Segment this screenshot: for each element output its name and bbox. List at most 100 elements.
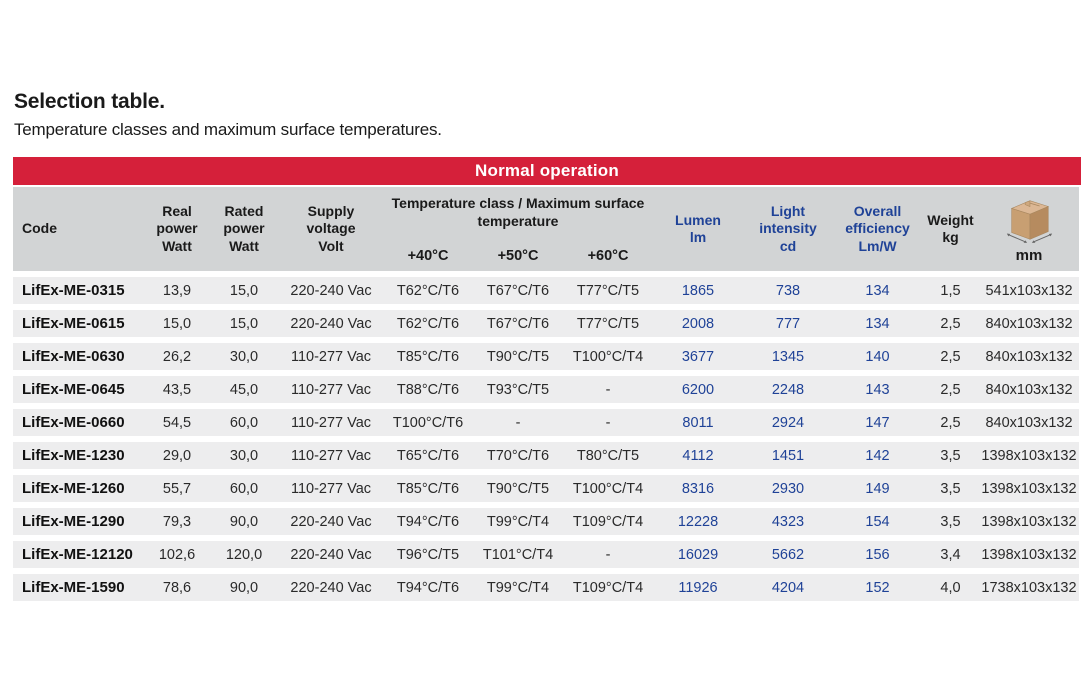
cell-temp-60: T100°C/T4 bbox=[572, 480, 644, 497]
cell-real-power: 78,6 bbox=[162, 579, 192, 596]
cell-overall-efficiency: 140 bbox=[865, 348, 890, 365]
selection-table: Code Real power Watt Rated power Watt Su… bbox=[13, 187, 1079, 601]
cell-weight: 2,5 bbox=[940, 414, 961, 431]
header-weight: Weight kg bbox=[927, 211, 974, 245]
cell-temp-60: T77°C/T5 bbox=[576, 282, 640, 299]
cell-overall-efficiency: 147 bbox=[865, 414, 890, 431]
cell-temp-60: - bbox=[605, 414, 611, 431]
cell-lumen: 11926 bbox=[678, 579, 718, 596]
cell-real-power: 13,9 bbox=[162, 282, 192, 299]
cell-dimensions: 1738x103x132 bbox=[981, 579, 1077, 596]
table-row: LifEx-ME-0645 43,5 45,0 110-277 Vac T88°… bbox=[13, 376, 1079, 403]
cell-temp-40: T94°C/T6 bbox=[396, 579, 460, 596]
header-temp-50: +50°C bbox=[497, 248, 539, 264]
cell-overall-efficiency: 134 bbox=[865, 315, 890, 332]
cell-dimensions: 840x103x132 bbox=[985, 315, 1073, 332]
cell-lumen: 3677 bbox=[681, 348, 715, 365]
cardboard-box-icon bbox=[1006, 200, 1053, 243]
cell-dimensions: 1398x103x132 bbox=[981, 513, 1077, 530]
cell-lumen: 6200 bbox=[681, 381, 715, 398]
header-dimensions-unit: mm bbox=[1015, 247, 1043, 264]
cell-supply-voltage: 220-240 Vac bbox=[290, 546, 372, 563]
page-subtitle: Temperature classes and maximum surface … bbox=[14, 120, 442, 139]
header-supply-voltage: Supply voltage Volt bbox=[306, 203, 356, 254]
cell-rated-power: 15,0 bbox=[229, 282, 259, 299]
cell-real-power: 43,5 bbox=[162, 381, 192, 398]
cell-supply-voltage: 220-240 Vac bbox=[290, 513, 372, 530]
cell-temp-40: T88°C/T6 bbox=[396, 381, 460, 398]
cell-supply-voltage: 220-240 Vac bbox=[290, 315, 372, 332]
cell-code: LifEx-ME-1230 bbox=[22, 447, 125, 464]
cell-overall-efficiency: 154 bbox=[865, 513, 890, 530]
cell-temp-40: T85°C/T6 bbox=[396, 480, 460, 497]
cell-real-power: 55,7 bbox=[162, 480, 192, 497]
header-temp-60: +60°C bbox=[587, 248, 629, 264]
cell-code: LifEx-ME-0315 bbox=[22, 282, 125, 299]
header-lumen: Lumen lm bbox=[675, 211, 721, 245]
header-real-power: Real power Watt bbox=[156, 203, 198, 254]
cell-dimensions: 840x103x132 bbox=[985, 348, 1073, 365]
cell-rated-power: 30,0 bbox=[229, 447, 259, 464]
header-temperature-subrow: +40°C +50°C +60°C bbox=[383, 230, 653, 271]
cell-lumen: 16029 bbox=[677, 546, 719, 563]
cell-temp-60: T100°C/T4 bbox=[572, 348, 644, 365]
cell-supply-voltage: 110-277 Vac bbox=[290, 381, 372, 398]
cell-light-intensity: 1345 bbox=[771, 348, 805, 365]
cell-temp-50: T99°C/T4 bbox=[486, 579, 550, 596]
header-temperature-group: Temperature class / Maximum surface temp… bbox=[383, 187, 653, 271]
page-title: Selection table. bbox=[14, 90, 165, 113]
cell-lumen: 12228 bbox=[677, 513, 719, 530]
cell-code: LifEx-ME-1260 bbox=[22, 480, 125, 497]
cell-supply-voltage: 220-240 Vac bbox=[290, 579, 372, 596]
cell-real-power: 54,5 bbox=[162, 414, 192, 431]
cell-temp-50: T90°C/T5 bbox=[486, 480, 550, 497]
cell-supply-voltage: 110-277 Vac bbox=[290, 414, 372, 431]
cell-light-intensity: 2930 bbox=[771, 480, 805, 497]
cell-overall-efficiency: 152 bbox=[865, 579, 890, 596]
cell-supply-voltage: 110-277 Vac bbox=[290, 480, 372, 497]
cell-lumen: 8316 bbox=[681, 480, 715, 497]
cell-temp-50: - bbox=[515, 414, 521, 431]
cell-code: LifEx-ME-1290 bbox=[22, 513, 125, 530]
cell-temp-60: - bbox=[605, 546, 611, 563]
header-overall-efficiency: Overall efficiency Lm/W bbox=[845, 203, 910, 254]
cell-temp-50: T70°C/T6 bbox=[486, 447, 550, 464]
cell-rated-power: 60,0 bbox=[229, 414, 259, 431]
cell-temp-40: T62°C/T6 bbox=[396, 315, 460, 332]
cell-supply-voltage: 220-240 Vac bbox=[290, 282, 372, 299]
cell-temp-60: T109°C/T4 bbox=[572, 513, 644, 530]
table-row: LifEx-ME-0315 13,9 15,0 220-240 Vac T62°… bbox=[13, 277, 1079, 304]
cell-code: LifEx-ME-12120 bbox=[22, 546, 133, 563]
cell-dimensions: 1398x103x132 bbox=[981, 447, 1077, 464]
cell-code: LifEx-ME-0615 bbox=[22, 315, 125, 332]
cell-real-power: 29,0 bbox=[162, 447, 192, 464]
cell-dimensions: 541x103x132 bbox=[985, 282, 1073, 299]
cell-dimensions: 840x103x132 bbox=[985, 414, 1073, 431]
cell-temp-40: T65°C/T6 bbox=[396, 447, 460, 464]
cell-real-power: 15,0 bbox=[162, 315, 192, 332]
cell-rated-power: 120,0 bbox=[225, 546, 263, 563]
cell-overall-efficiency: 134 bbox=[865, 282, 890, 299]
cell-code: LifEx-ME-1590 bbox=[22, 579, 125, 596]
cell-rated-power: 90,0 bbox=[229, 579, 259, 596]
cell-supply-voltage: 110-277 Vac bbox=[290, 447, 372, 464]
cell-supply-voltage: 110-277 Vac bbox=[290, 348, 372, 365]
cell-temp-50: T67°C/T6 bbox=[486, 315, 550, 332]
cell-weight: 2,5 bbox=[940, 315, 961, 332]
table-row: LifEx-ME-0630 26,2 30,0 110-277 Vac T85°… bbox=[13, 343, 1079, 370]
cell-temp-40: T85°C/T6 bbox=[396, 348, 460, 365]
cell-temp-60: T77°C/T5 bbox=[576, 315, 640, 332]
cell-light-intensity: 738 bbox=[775, 282, 801, 299]
cell-weight: 2,5 bbox=[940, 348, 961, 365]
cell-real-power: 79,3 bbox=[162, 513, 192, 530]
cell-rated-power: 30,0 bbox=[229, 348, 259, 365]
cell-lumen: 1865 bbox=[681, 282, 715, 299]
cell-overall-efficiency: 142 bbox=[865, 447, 890, 464]
header-temp-40: +40°C bbox=[407, 248, 449, 264]
banner-label: Normal operation bbox=[475, 161, 619, 180]
cell-code: LifEx-ME-0630 bbox=[22, 348, 125, 365]
cell-temp-60: T80°C/T5 bbox=[576, 447, 640, 464]
cell-temp-40: T96°C/T5 bbox=[396, 546, 460, 563]
header-code: Code bbox=[22, 220, 57, 237]
header-temperature-title: Temperature class / Maximum surface temp… bbox=[391, 195, 645, 229]
